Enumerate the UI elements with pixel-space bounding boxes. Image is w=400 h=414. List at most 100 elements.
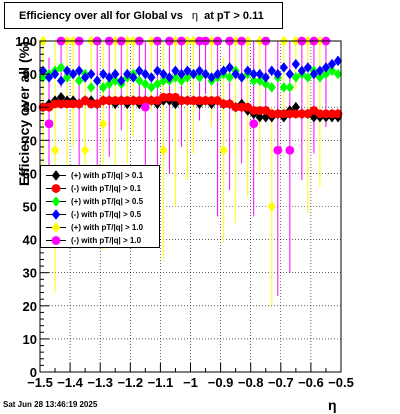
data-point <box>159 75 168 86</box>
x-tick-label: −1 <box>183 375 198 390</box>
data-point <box>285 109 295 119</box>
data-point <box>147 72 156 83</box>
data-point <box>50 99 60 109</box>
data-point <box>50 68 60 80</box>
data-point <box>279 62 288 73</box>
data-point <box>80 72 90 83</box>
data-point <box>333 109 343 119</box>
data-point <box>62 72 72 83</box>
data-point <box>261 78 270 90</box>
data-point <box>104 96 114 105</box>
data-point <box>56 99 66 109</box>
data-point <box>122 96 132 105</box>
data-point <box>279 109 289 119</box>
y-tick-label: 0 <box>30 365 37 380</box>
data-point <box>195 72 204 83</box>
data-point <box>267 109 277 119</box>
data-point <box>219 145 228 156</box>
y-axis-label: Efficiency over all (%) <box>16 41 32 186</box>
data-point <box>237 72 246 83</box>
data-point <box>291 109 301 119</box>
legend-label: (-) with pT/|q| > 0.5 <box>71 210 142 219</box>
data-point <box>273 68 282 80</box>
data-markers <box>38 35 343 212</box>
legend-label: (+) with pT/|q| > 1.0 <box>71 223 144 232</box>
data-point <box>249 68 258 80</box>
data-point <box>159 68 168 80</box>
data-point <box>255 68 264 80</box>
x-tick-label: −1.5 <box>27 375 53 390</box>
data-point <box>87 68 96 80</box>
legend-symbol <box>51 236 61 245</box>
legend-symbol <box>51 196 61 207</box>
legend-label: (+) with pT/|q| > 0.5 <box>71 197 144 206</box>
y-tick-label: 30 <box>23 266 37 281</box>
data-point <box>177 96 186 105</box>
data-point <box>213 68 222 80</box>
data-point <box>303 72 313 83</box>
data-point <box>225 62 234 73</box>
legend-marker <box>46 236 66 245</box>
data-point <box>249 75 258 86</box>
data-point <box>141 78 150 90</box>
legend-symbol <box>51 222 61 233</box>
data-point <box>99 82 108 93</box>
chart-title-text: Efficiency over all for Global vs <box>19 10 183 22</box>
data-point <box>87 82 96 93</box>
data-point <box>315 72 325 83</box>
legend-label: (+) with pT/|q| > 0.1 <box>71 171 144 180</box>
data-point <box>327 65 337 76</box>
chart-title-suffix: at pT > 0.11 <box>204 10 264 22</box>
x-tick-label: −1.1 <box>148 375 174 390</box>
legend: (+) with pT/|q| > 0.1 (-) with pT/|q| > 0… <box>40 165 160 248</box>
data-point <box>135 75 144 86</box>
x-tick-label: −0.8 <box>238 375 264 390</box>
data-point <box>56 92 66 103</box>
data-point <box>159 92 168 102</box>
legend-entry: (-) with pT/|q| > 0.1 <box>41 182 159 195</box>
data-point <box>153 65 162 76</box>
legend-marker <box>46 170 66 181</box>
legend-entry: (+) with pT/|q| > 0.1 <box>41 169 159 182</box>
y-tick-label: 70 <box>23 133 37 148</box>
data-point <box>38 72 48 83</box>
x-tick-label: −1.3 <box>87 375 113 390</box>
legend-marker <box>46 184 66 193</box>
data-point <box>147 82 156 93</box>
data-point <box>321 109 331 119</box>
data-point <box>321 62 331 73</box>
data-point <box>231 68 240 80</box>
data-point <box>189 68 198 80</box>
data-point <box>140 102 150 112</box>
data-point <box>135 65 144 76</box>
data-point <box>225 72 234 83</box>
data-point <box>255 111 264 123</box>
legend-marker <box>46 222 66 233</box>
legend-entry: (+) with pT/|q| > 0.5 <box>41 195 159 208</box>
legend-label: (-) with pT/|q| > 1.0 <box>71 236 142 245</box>
data-point <box>285 68 294 80</box>
timestamp: Sat Jun 28 13:46:19 2025 <box>3 400 98 409</box>
data-point <box>321 68 331 80</box>
data-point <box>74 65 84 76</box>
data-point <box>141 68 150 80</box>
data-point <box>159 145 168 156</box>
data-point <box>44 119 54 129</box>
data-point <box>267 201 276 212</box>
data-point <box>38 65 48 76</box>
x-axis-label: η <box>328 397 337 413</box>
y-tick-label: 100 <box>15 34 37 49</box>
data-point <box>249 106 259 115</box>
data-point <box>134 96 144 105</box>
data-point <box>243 65 252 76</box>
data-point <box>74 75 84 86</box>
y-tick-label: 20 <box>23 299 37 314</box>
data-point <box>93 75 102 86</box>
data-point <box>219 65 228 76</box>
data-point <box>237 102 247 112</box>
data-point <box>303 62 313 73</box>
data-point <box>309 68 319 80</box>
legend-marker <box>46 209 66 220</box>
data-point <box>183 72 192 83</box>
data-point <box>315 109 325 119</box>
